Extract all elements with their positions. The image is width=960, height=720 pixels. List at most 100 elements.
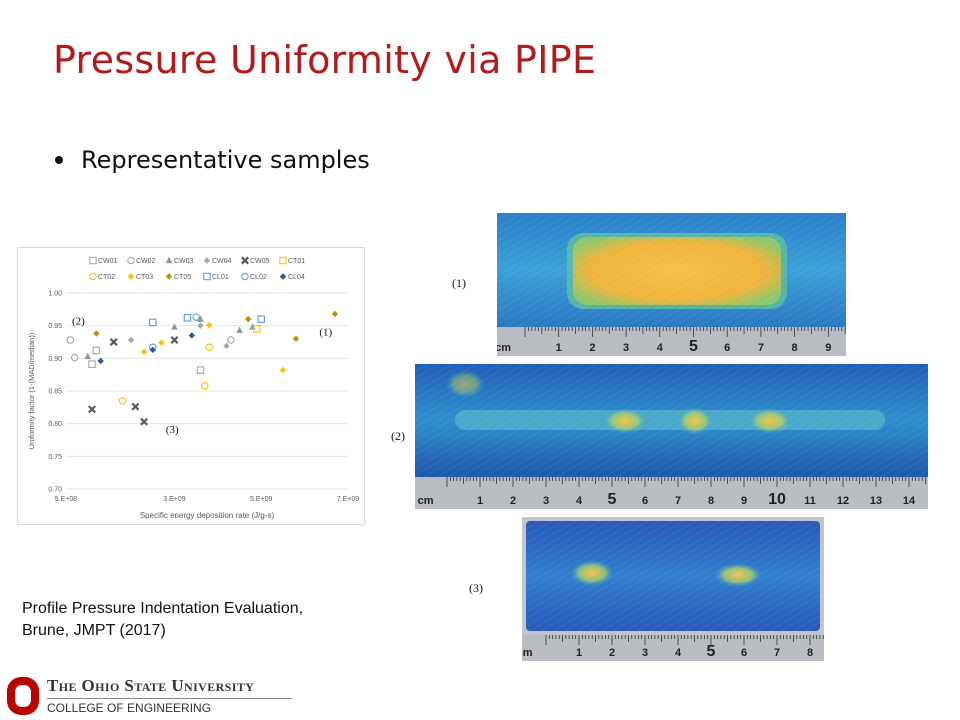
- citation-line-2: Brune, JMPT (2017): [22, 622, 166, 639]
- ruler-number: 5: [689, 338, 698, 355]
- bullet-text: Representative samples: [81, 146, 370, 174]
- data-point-cw04: [197, 322, 204, 329]
- ruler-number: 8: [807, 647, 813, 659]
- data-point-ct05: [331, 310, 339, 318]
- ruler-number: 8: [792, 342, 798, 354]
- legend-marker-ct05: [165, 273, 173, 280]
- legend-label-ct02: CT02: [98, 274, 115, 281]
- legend-marker-cl01: [203, 272, 211, 281]
- data-point-cw02: [227, 336, 235, 344]
- sample-photo-2: cm12345678910111213141: [415, 364, 928, 509]
- data-point-cl01: [183, 314, 192, 322]
- ruler-number: 2: [609, 647, 615, 659]
- x-tick-label: 7.E+09: [337, 496, 359, 503]
- ruler-number: 6: [741, 647, 747, 659]
- data-point-cw03: [249, 323, 256, 330]
- ruler-number: 9: [741, 495, 747, 507]
- annotation-label: (1): [319, 326, 332, 338]
- photo-label-2: (2): [391, 429, 405, 443]
- legend-label-ct01: CT01: [288, 258, 305, 265]
- legend-marker-cw05: [241, 256, 249, 265]
- data-point-cw05: [131, 402, 140, 411]
- data-point-cw01: [92, 346, 101, 355]
- data-point-cw04: [127, 336, 135, 344]
- x-axis-label: Specific energy deposition rate (J/g-s): [140, 511, 275, 520]
- sample-2-image: cm12345678910111213141: [415, 364, 928, 509]
- annotation-label: (3): [166, 424, 179, 436]
- y-tick-label: 0.70: [48, 487, 62, 494]
- data-point-ct05: [93, 330, 100, 337]
- citation-line-1: Profile Pressure Indentation Evaluation,: [22, 600, 304, 617]
- legend-label-cw02: CW02: [136, 258, 156, 265]
- legend-label-cw05: CW05: [250, 258, 270, 265]
- college-name: COLLEGE OF ENGINEERING: [47, 701, 212, 715]
- data-point-cw01: [196, 366, 205, 374]
- data-point-ct03: [158, 339, 165, 346]
- y-tick-label: 0.75: [48, 454, 62, 461]
- ruler-number: 1: [477, 495, 483, 507]
- citation: Profile Pressure Indentation Evaluation,…: [22, 598, 303, 642]
- ruler-number: 7: [758, 342, 764, 354]
- data-point-cw02: [66, 336, 75, 344]
- legend-marker-ct01: [279, 256, 287, 265]
- ruler-number: 5: [608, 491, 617, 508]
- ruler-number: 2: [510, 495, 516, 507]
- ruler-number: 14: [903, 495, 916, 507]
- block-o-logo-icon: [7, 677, 39, 715]
- scatter-chart: 0.70 0.75 0.80 0.85 0.90 0.95 1.00 5.E+08 3.E+09…: [27, 256, 359, 520]
- data-point-cw05: [88, 405, 97, 414]
- ruler-number: 1: [556, 342, 562, 354]
- annotation-label: (2): [72, 315, 85, 327]
- legend-label-cl01: CL01: [212, 274, 229, 281]
- y-tick-label: 0.90: [48, 356, 62, 363]
- y-tick-label: 1.00: [48, 291, 62, 298]
- data-point-ct05: [292, 335, 300, 342]
- data-point-cw03: [84, 352, 91, 360]
- ruler-number: 11: [804, 495, 816, 507]
- legend-marker-cw02: [127, 256, 135, 265]
- ruler-number: 3: [623, 342, 629, 354]
- data-point-cl02: [192, 313, 200, 321]
- ruler-number: 8: [708, 495, 714, 507]
- university-footer: [0, 672, 300, 720]
- ruler-number: 10: [768, 491, 786, 508]
- photo-label-1: (1): [452, 276, 466, 290]
- x-tick-label: 5.E+08: [55, 496, 77, 503]
- legend-marker-cw01: [89, 256, 97, 265]
- data-point-ct02: [201, 382, 209, 390]
- data-point-ct01: [253, 325, 261, 333]
- ruler-number: cm: [497, 342, 511, 354]
- data-point-cw05: [109, 338, 118, 346]
- data-point-cl01: [257, 315, 265, 323]
- data-point-ct02: [118, 397, 127, 405]
- data-point-ct05: [245, 315, 252, 323]
- data-point-ct02: [205, 343, 213, 351]
- x-tick-label: 5.E+09: [250, 496, 272, 503]
- ruler-number: 6: [642, 495, 648, 507]
- data-point-cw03: [236, 326, 243, 333]
- ruler-number: 1: [576, 647, 582, 659]
- legend-marker-cl04: [279, 273, 287, 280]
- y-tick-label: 0.95: [48, 323, 62, 330]
- legend-marker-cl02: [241, 272, 249, 281]
- data-point-cl04: [188, 332, 196, 339]
- scatter-chart-frame: 0.70 0.75 0.80 0.85 0.90 0.95 1.00 5.E+08 3.E+09…: [17, 247, 365, 525]
- data-point-cl04: [97, 357, 104, 365]
- legend-label-cl04: CL04: [288, 274, 305, 281]
- ruler-number: 4: [657, 342, 664, 354]
- ruler-number: 7: [675, 495, 681, 507]
- legend-label-ct03: CT03: [136, 274, 153, 281]
- legend-label-cl02: CL02: [250, 274, 267, 281]
- legend-marker-cw04: [203, 257, 211, 264]
- ruler-number: 4: [675, 647, 682, 659]
- footer-divider: [47, 698, 292, 699]
- data-point-cw03: [171, 323, 178, 330]
- ruler-number: cm: [522, 647, 533, 659]
- bullet-item: Representative samples: [55, 146, 370, 174]
- ruler-number: 13: [870, 495, 882, 507]
- ruler-number: 3: [543, 495, 549, 507]
- ruler-number: 2: [589, 342, 595, 354]
- ruler-number: 6: [724, 342, 730, 354]
